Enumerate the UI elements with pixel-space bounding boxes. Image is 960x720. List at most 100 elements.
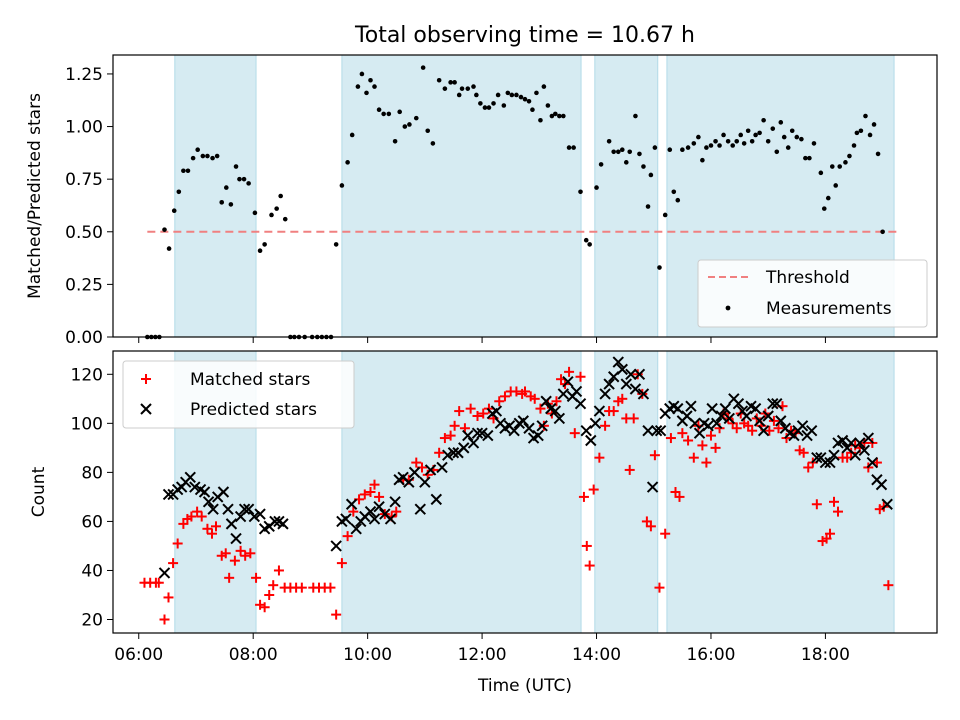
matched-point <box>499 391 510 402</box>
matched-point <box>584 560 595 571</box>
y-tick-label: 120 <box>71 365 103 385</box>
observing-window <box>594 54 659 338</box>
measurement-point <box>176 189 182 195</box>
matched-point <box>665 433 676 444</box>
measurement-point <box>598 162 604 167</box>
matched-point <box>449 420 460 431</box>
y-tick-label: 40 <box>81 561 103 581</box>
matched-point <box>296 582 307 593</box>
chart-title: Total observing time = 10.67 h <box>354 23 695 48</box>
measurement-point <box>233 164 239 169</box>
matched-point <box>211 521 221 532</box>
predicted-point <box>585 434 597 447</box>
measurement-point <box>765 138 771 144</box>
measurement-point <box>339 183 345 188</box>
predicted-point <box>612 356 624 368</box>
measurement-point <box>228 202 234 207</box>
predicted-point <box>217 486 230 498</box>
measurement-point <box>355 84 361 89</box>
predicted-point <box>862 432 875 444</box>
measurement-point <box>442 86 448 91</box>
predicted-point <box>625 368 637 381</box>
measurement-point <box>818 170 824 176</box>
matched-point <box>391 506 402 517</box>
matched-point <box>581 540 592 551</box>
x-tick-label: 14:00 <box>572 645 621 665</box>
matched-point <box>251 572 262 583</box>
top-legend-box <box>697 259 928 328</box>
predicted-point <box>436 461 448 474</box>
predicted-point <box>419 476 431 488</box>
matched-point <box>478 408 489 419</box>
matched-point <box>229 555 240 566</box>
measurement-point <box>799 136 804 142</box>
measurement-point <box>627 149 633 155</box>
predicted-point <box>277 518 289 530</box>
predicted-point <box>732 398 745 410</box>
predicted-point <box>238 503 251 515</box>
predicted-point <box>881 498 893 510</box>
measurement-point <box>214 153 220 159</box>
top-legend: Threshold Measurements <box>697 259 928 328</box>
matched-point <box>494 396 505 407</box>
predicted-point <box>476 427 488 439</box>
measurement-point <box>645 204 651 209</box>
measurement-point <box>252 210 258 216</box>
measurement-point <box>381 111 386 117</box>
ratio-plot: 0.00 0.25 0.50 0.75 1.00 1.25 Matched/Predict… <box>25 54 938 348</box>
predicted-point <box>384 513 397 525</box>
measurement-point <box>781 134 787 140</box>
predicted-point <box>828 449 840 461</box>
matched-point <box>829 496 839 507</box>
measurement-point <box>738 132 744 138</box>
matched-point <box>594 452 605 463</box>
observing-window <box>341 54 582 338</box>
matched-point <box>331 609 342 620</box>
measurement-point <box>662 212 668 218</box>
measurement-point <box>858 128 864 134</box>
y-tick-label: 0.25 <box>65 275 103 295</box>
matched-point <box>683 435 694 446</box>
matched-point <box>434 447 445 458</box>
predicted-point <box>389 496 401 508</box>
x-tick-label: 18:00 <box>801 645 850 665</box>
predicted-point <box>508 424 520 437</box>
measurement-point <box>871 122 877 127</box>
measurement-point <box>691 141 697 146</box>
top-x-ticks <box>138 337 826 343</box>
predicted-point <box>490 405 503 417</box>
measurement-point <box>262 242 267 247</box>
measurement-point <box>708 143 714 148</box>
matched-point <box>483 403 494 414</box>
y-tick-label: 80 <box>81 463 103 483</box>
predicted-point <box>603 378 615 390</box>
predicted-point <box>805 424 818 437</box>
predicted-point <box>824 456 836 469</box>
measurement-point <box>867 132 873 138</box>
top-axes-frame <box>112 54 938 338</box>
matched-point <box>245 548 256 559</box>
measurement-point <box>509 92 515 98</box>
measurement-point <box>619 147 625 153</box>
measurement-point <box>843 160 848 165</box>
matched-point <box>359 489 370 500</box>
predicted-point <box>672 402 684 415</box>
predicted-point <box>269 515 281 528</box>
predicted-point <box>580 424 592 437</box>
predicted-point <box>549 405 562 417</box>
matched-point <box>803 462 814 473</box>
measurement-point <box>482 105 488 110</box>
predicted-point <box>540 395 552 407</box>
predicted-point <box>650 424 663 437</box>
measurement-point <box>833 183 839 188</box>
matched-point <box>660 528 671 539</box>
matched-point <box>588 484 599 495</box>
matched-point <box>259 602 270 613</box>
matched-point <box>649 450 660 461</box>
matched-point <box>235 545 246 556</box>
matched-point <box>773 423 784 434</box>
measurement-point <box>452 80 457 85</box>
measurement-point <box>274 206 279 211</box>
predicted-point <box>875 478 888 491</box>
measurement-point <box>505 90 511 96</box>
